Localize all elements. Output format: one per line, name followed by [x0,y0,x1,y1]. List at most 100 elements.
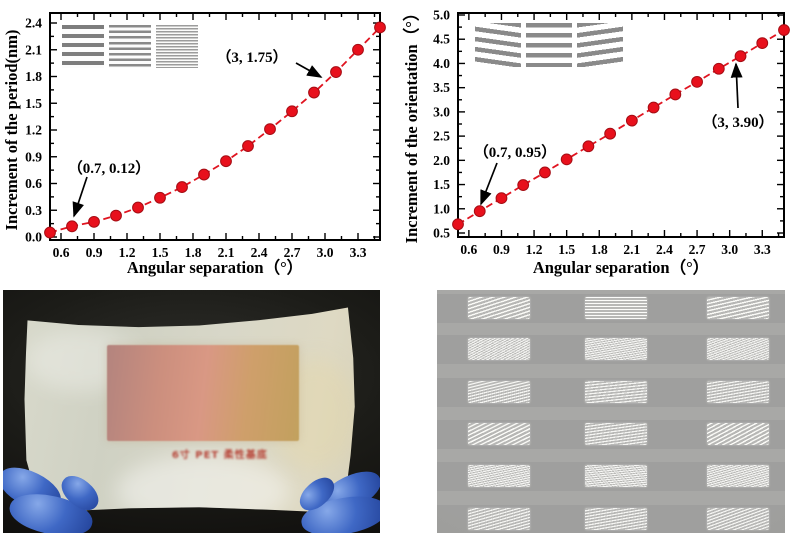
x-tick-label: 1.5 [558,242,575,257]
y-tick-label: 4.5 [433,32,450,47]
x-tick-label: 1.2 [526,242,543,257]
sem-grating-patch [707,508,769,530]
plot-frame [457,12,785,238]
sem-vignette [437,290,785,533]
x-axis-title: Angular separation（°） [127,257,303,277]
film-reflection [270,358,355,470]
x-tick-label: 1.8 [591,242,608,257]
y-axis-title: Increment of the period(nm) [2,30,21,231]
sem-grating-patch [468,508,530,530]
data-point [330,66,342,78]
data-point [712,62,725,75]
data-point [176,181,188,193]
sem-grating-patch [585,423,647,445]
annotation-arrow [480,162,498,206]
iridescent-grating-area [106,344,299,441]
sem-grating-patch [468,423,530,445]
sem-grating-array-image [437,290,785,533]
annotation-label: （0.7, 0.12） [68,159,151,177]
x-tick-label: 2.1 [218,245,235,260]
y-tick-label: 1.2 [25,123,42,138]
y-tick-label: 0.5 [433,226,450,241]
data-point [560,153,573,166]
sem-grating-patch [585,465,647,487]
data-point [452,218,464,231]
medium-horizontal-grating-icon [109,25,151,68]
y-tick-label: 0.0 [25,230,42,245]
sem-grating-patch [585,338,647,360]
y-tick-label: 2.1 [25,42,42,57]
data-point [220,155,232,168]
right-glove [291,463,380,533]
y-tick-label: 2.4 [25,16,42,31]
period-increment-chart: 0.6 0.9 1.2 1.5 1.8 2.1 2.4 2.7 3.0 3.3 0.0 0.3 0.6 0… [2,12,386,277]
y-tick-label: 4.0 [433,56,450,71]
fine-horizontal-grating-icon [156,25,198,68]
y-tick-label: 1.5 [433,177,450,192]
data-point [625,114,638,127]
data-point [517,179,530,191]
data-point [539,166,551,179]
y-tick-label: 0.3 [25,203,42,218]
x-tick-label: 3.3 [350,245,367,260]
x-tick-label: 0.6 [53,245,70,260]
y-tick-label: 5.0 [433,8,450,23]
film-label-text: 6寸 PET 柔性基底 [171,449,268,461]
x-tick-label: 1.5 [152,245,169,260]
y-tick-label: 0.6 [25,176,42,191]
sem-grating-patch [468,297,530,319]
sem-grating-patch [468,465,530,487]
sem-grating-patch [585,381,647,403]
film-reflection [25,328,139,393]
tilted-right-grating-icon [577,23,623,67]
annotation-arrow [72,176,88,218]
sem-grating-patch [585,508,647,530]
y-tick-label: 1.8 [25,69,42,84]
y-tick-label: 2.5 [433,129,450,144]
y-tick-label: 1.0 [433,201,450,216]
data-line [457,29,785,226]
annotation-label: （3, 3.90） [702,113,773,131]
orientation-increment-chart: 0.6 0.9 1.2 1.5 1.8 2.1 2.4 2.7 3.0 3.3 0.5 1.0 1.5 2… [401,5,790,277]
data-point [132,201,144,214]
orientation-chart-inset [475,23,623,67]
x-tick-label: 3.0 [721,242,738,257]
data-point [110,209,122,222]
horizontal-grating-icon [526,23,572,67]
sem-grating-patch [585,297,647,319]
x-tick-label: 0.9 [493,242,510,257]
x-tick-label: 1.8 [185,245,202,260]
x-tick-label: 2.4 [251,245,268,260]
data-point [308,86,320,99]
data-point [242,140,254,152]
data-point [495,192,508,205]
sem-grating-patch [707,381,769,403]
data-point [154,191,166,204]
x-tick-label: 2.7 [689,242,706,257]
data-line [49,26,381,234]
data-point [604,127,617,140]
data-point [264,123,276,136]
data-point [647,101,660,114]
data-point [286,105,298,118]
data-point [669,88,682,101]
x-axis-title: Angular separation（°） [533,257,709,277]
data-point [778,24,790,36]
annotation-label: （3, 1.75） [216,48,287,66]
coarse-horizontal-grating-icon [62,25,104,68]
sem-grating-patch [468,381,530,403]
x-tick-label: 2.4 [656,242,673,257]
sem-grating-patch [707,423,769,445]
y-tick-label: 0.9 [25,149,42,164]
x-tick-label: 0.6 [460,242,477,257]
y-axis-title: Increment of the orientation（°） [401,5,421,244]
annotation-label: （0.7, 0.95） [474,143,557,161]
x-tick-label: 2.7 [284,245,301,260]
sem-grating-patch [707,338,769,360]
annotation-arrow [295,62,323,78]
y-tick-label: 2.0 [433,153,450,168]
y-tick-label: 3.0 [433,104,450,119]
flexible-film-photo: 6寸 PET 柔性基底 [3,290,380,533]
sem-grating-patch [707,297,769,319]
